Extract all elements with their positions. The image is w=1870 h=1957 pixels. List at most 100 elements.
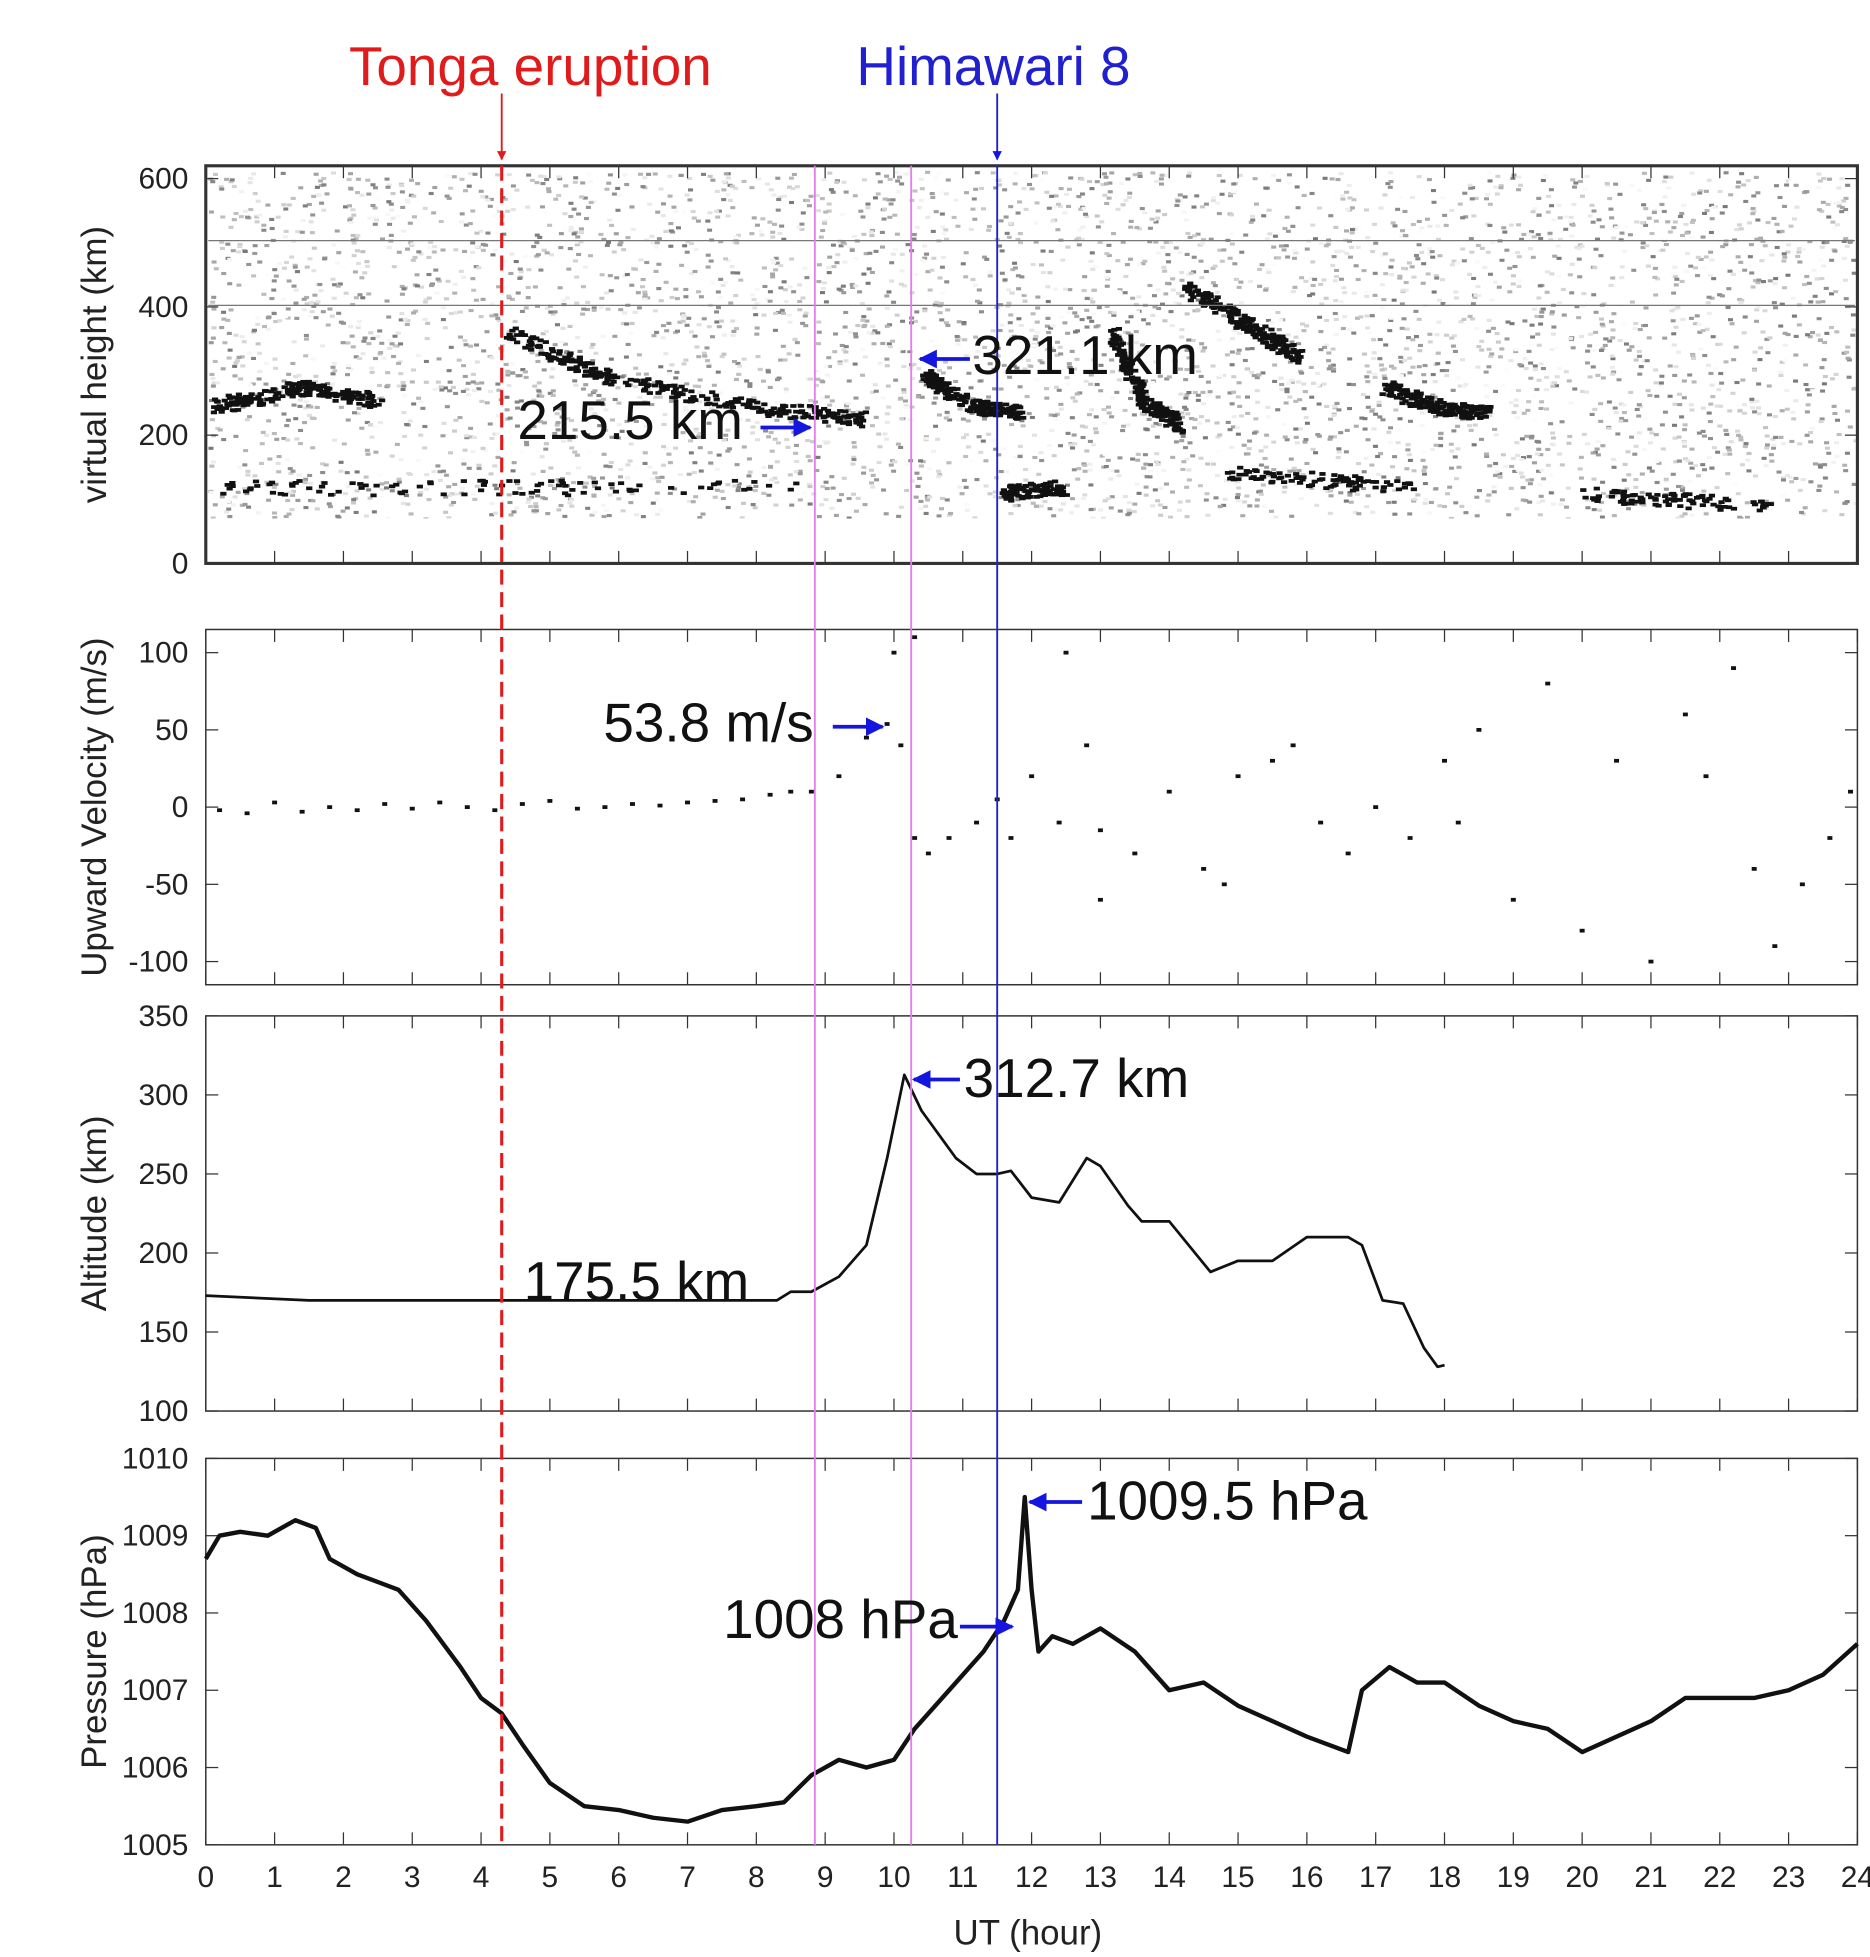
ionogram-noise	[952, 216, 957, 219]
ionogram-noise	[1587, 344, 1592, 347]
ionogram-noise	[298, 429, 303, 432]
ionogram-noise	[213, 360, 218, 363]
ionogram-noise	[1021, 187, 1026, 190]
ionogram-noise	[1711, 206, 1716, 209]
ionogram-noise	[867, 252, 872, 255]
ionogram-noise	[1743, 445, 1748, 448]
ionogram-noise	[1844, 297, 1849, 300]
ionogram-noise	[1087, 316, 1092, 319]
ionogram-noise	[1296, 380, 1301, 383]
ionogram-noise	[481, 447, 486, 450]
ionogram-noise	[924, 437, 929, 440]
ionogram-noise	[227, 282, 232, 285]
ionogram-noise	[1134, 226, 1139, 229]
ionogram-noise	[751, 425, 756, 428]
ionogram-noise	[1479, 349, 1484, 352]
ionogram-noise	[311, 357, 316, 360]
ionogram-noise	[897, 176, 902, 179]
ionogram-noise	[248, 177, 253, 180]
ionogram-noise	[1734, 228, 1739, 231]
ionogram-noise	[365, 453, 370, 456]
ionogram-noise	[1753, 474, 1758, 477]
ionogram-noise	[721, 284, 726, 287]
ionogram-noise	[1531, 256, 1536, 259]
ionogram-noise	[1720, 294, 1725, 297]
ionogram-noise	[257, 377, 262, 380]
ionogram-noise	[1228, 257, 1233, 260]
ionogram-noise	[1395, 208, 1400, 211]
ionogram-noise	[734, 241, 739, 244]
ionogram-noise	[303, 354, 308, 357]
ionogram-noise	[390, 455, 395, 458]
ionogram-trace	[634, 379, 640, 383]
ionogram-noise	[435, 464, 440, 467]
ionogram-noise	[507, 493, 512, 496]
ionogram-noise	[1793, 477, 1798, 480]
ionogram-noise	[1702, 354, 1707, 357]
ionogram-noise	[1081, 436, 1086, 439]
ionogram-noise	[1399, 374, 1404, 377]
ionogram-noise	[795, 354, 800, 357]
ionogram-noise	[307, 257, 312, 260]
ionogram-noise	[1242, 500, 1247, 503]
ionogram-noise	[1488, 273, 1493, 276]
ionogram-noise	[1585, 350, 1590, 353]
ionogram-noise	[429, 192, 434, 195]
ionogram-noise	[607, 514, 612, 517]
ionogram-noise	[1243, 359, 1248, 362]
ionogram-noise	[939, 507, 944, 510]
ionogram-noise	[915, 226, 920, 229]
ionogram-noise	[637, 306, 642, 309]
ionogram-noise	[1682, 428, 1687, 431]
ionogram-noise	[1331, 414, 1336, 417]
ionogram-noise	[585, 507, 590, 510]
ionogram-noise	[1229, 213, 1234, 216]
ionogram-noise	[536, 253, 541, 256]
ionogram-noise	[235, 359, 240, 362]
ionogram-noise	[847, 379, 852, 382]
ionogram-noise	[1556, 274, 1561, 277]
ionogram-noise	[1511, 274, 1516, 277]
ionogram-noise	[1829, 326, 1834, 329]
ionogram-noise	[1189, 272, 1194, 275]
ionogram-trace	[243, 395, 249, 399]
ionogram-noise	[865, 406, 870, 409]
ionogram-noise	[878, 445, 883, 448]
ionogram-noise	[233, 435, 238, 438]
ionogram-noise	[706, 265, 711, 268]
ionogram-noise	[209, 373, 214, 376]
ionogram-noise	[987, 492, 992, 495]
ionogram-noise	[1333, 226, 1338, 229]
ionogram-noise	[900, 253, 905, 256]
ionogram-noise	[1287, 396, 1292, 399]
ionogram-noise	[543, 211, 548, 214]
ionogram-noise	[1802, 283, 1807, 286]
ionogram-noise	[882, 217, 887, 220]
ionogram-noise	[1532, 308, 1537, 311]
ionogram-noise	[1369, 410, 1374, 413]
ionogram-noise	[649, 235, 654, 238]
ionogram-noise	[370, 371, 375, 374]
ionogram-noise	[1002, 237, 1007, 240]
ionogram-noise	[286, 373, 291, 376]
ionogram-noise	[1453, 501, 1458, 504]
ionogram-noise	[1539, 400, 1544, 403]
ionogram-noise	[1398, 417, 1403, 420]
ionogram-noise	[1769, 253, 1774, 256]
ionogram-noise	[1752, 410, 1757, 413]
ionogram-noise	[708, 451, 713, 454]
ionogram-noise	[1344, 191, 1349, 194]
ionogram-noise	[986, 433, 991, 436]
ionogram-noise	[1282, 248, 1287, 251]
ionogram-noise	[464, 434, 469, 437]
ionogram-noise	[1672, 343, 1677, 346]
ionogram-noise	[944, 192, 949, 195]
ionogram-noise	[1467, 424, 1472, 427]
ionogram-noise	[885, 325, 890, 328]
ionogram-noise	[728, 199, 733, 202]
ionogram-noise	[1456, 466, 1461, 469]
ionogram-noise	[1774, 223, 1779, 226]
ionogram-trace	[268, 397, 274, 401]
ionogram-noise	[1179, 439, 1184, 442]
ionogram-noise	[221, 438, 226, 441]
